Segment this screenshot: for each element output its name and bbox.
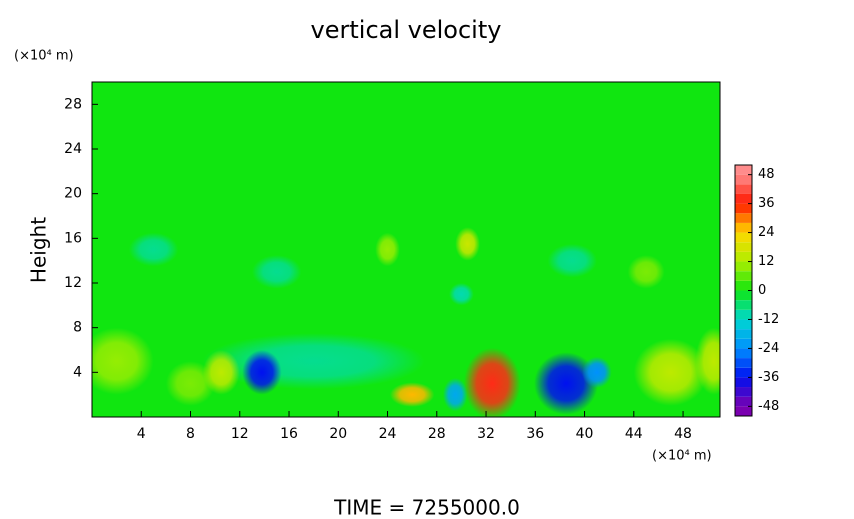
velocity-cell [128, 232, 179, 267]
colorbar-swatch [735, 232, 752, 243]
y-tick-label: 12 [64, 275, 82, 291]
velocity-cell [242, 350, 282, 395]
y-unit: (×10⁴ m) [14, 49, 74, 64]
velocity-cell [202, 350, 240, 395]
colorbar-tick-label: 48 [758, 167, 775, 182]
y-tick-label: 8 [73, 320, 82, 336]
colorbar-swatch [735, 184, 752, 194]
velocity-cell [92, 327, 154, 395]
x-tick-label: 4 [137, 426, 146, 442]
colorbar-tick-label: -36 [758, 370, 779, 385]
colorbar-swatch [735, 348, 752, 359]
colorbar-swatch [735, 300, 752, 310]
velocity-cell [449, 283, 474, 306]
velocity-cell [695, 327, 720, 395]
colorbar-swatch [735, 193, 752, 204]
velocity-cell [252, 255, 302, 289]
plot-area [92, 82, 720, 417]
colorbar-swatch [735, 242, 752, 252]
colorbar-tick-label: 12 [758, 254, 775, 269]
colorbar-swatch [735, 165, 752, 175]
y-tick-label: 4 [73, 364, 82, 380]
footer: TIME = 7255000.0 [333, 496, 520, 519]
velocity-cell [582, 356, 612, 388]
colorbar-swatch [735, 329, 752, 339]
velocity-cell [455, 227, 480, 261]
x-tick-label: 16 [280, 426, 298, 442]
colorbar-swatch [735, 271, 752, 281]
x-tick-label: 8 [186, 426, 195, 442]
colorbar-swatch [735, 222, 752, 233]
x-tick-label: 40 [576, 426, 594, 442]
y-axis-label: Height [27, 217, 51, 283]
colorbar-tick-label: 24 [758, 225, 775, 240]
colorbar-swatch [735, 358, 752, 368]
y-tick-label: 28 [64, 96, 82, 112]
colorbar-tick-label: -48 [758, 399, 779, 414]
colorbar-swatch [735, 367, 752, 378]
x-tick-label: 12 [231, 426, 249, 442]
colorbar-swatch [735, 261, 752, 272]
colorbar-tick-label: -12 [758, 312, 779, 327]
x-tick-label: 24 [379, 426, 397, 442]
colorbar-swatch [735, 290, 752, 301]
x-tick-label: 32 [477, 426, 495, 442]
colorbar-swatch [735, 203, 752, 214]
velocity-cell [547, 243, 597, 278]
x-tick-label: 44 [625, 426, 643, 442]
x-unit: (×10⁴ m) [652, 449, 712, 464]
colorbar-swatch [735, 338, 752, 349]
colorbar-swatch [735, 280, 752, 291]
colorbar-swatch [735, 396, 752, 407]
x-tick-label: 28 [428, 426, 446, 442]
colorbar-tick-label: 36 [758, 196, 775, 211]
colorbar-tick-label: -24 [758, 341, 779, 356]
colorbar-swatch [735, 319, 752, 330]
y-tick-label: 16 [64, 230, 82, 246]
colorbar-swatch [735, 406, 752, 416]
colorbar-swatch [735, 213, 752, 223]
x-tick-label: 36 [526, 426, 544, 442]
velocity-cell [463, 347, 521, 417]
velocity-cell [375, 232, 400, 267]
velocity-cell [534, 352, 599, 415]
plot-frame [91, 81, 721, 418]
colorbar-swatch [735, 387, 752, 397]
velocity-cell [633, 338, 708, 406]
y-tick-label: 24 [64, 141, 82, 157]
chart-title: vertical velocity [311, 16, 502, 44]
x-tick-label: 20 [329, 426, 347, 442]
velocity-cell [442, 377, 468, 412]
colorbar-swatch [735, 309, 752, 320]
colorbar-swatch [735, 174, 752, 185]
colorbar-tick-label: 0 [758, 283, 766, 298]
colorbar-swatch [735, 377, 752, 388]
y-tick-label: 20 [64, 186, 82, 202]
velocity-cell [389, 382, 435, 407]
colorbar-swatch [735, 251, 752, 262]
x-tick-label: 48 [674, 426, 692, 442]
velocity-cell [627, 255, 665, 289]
